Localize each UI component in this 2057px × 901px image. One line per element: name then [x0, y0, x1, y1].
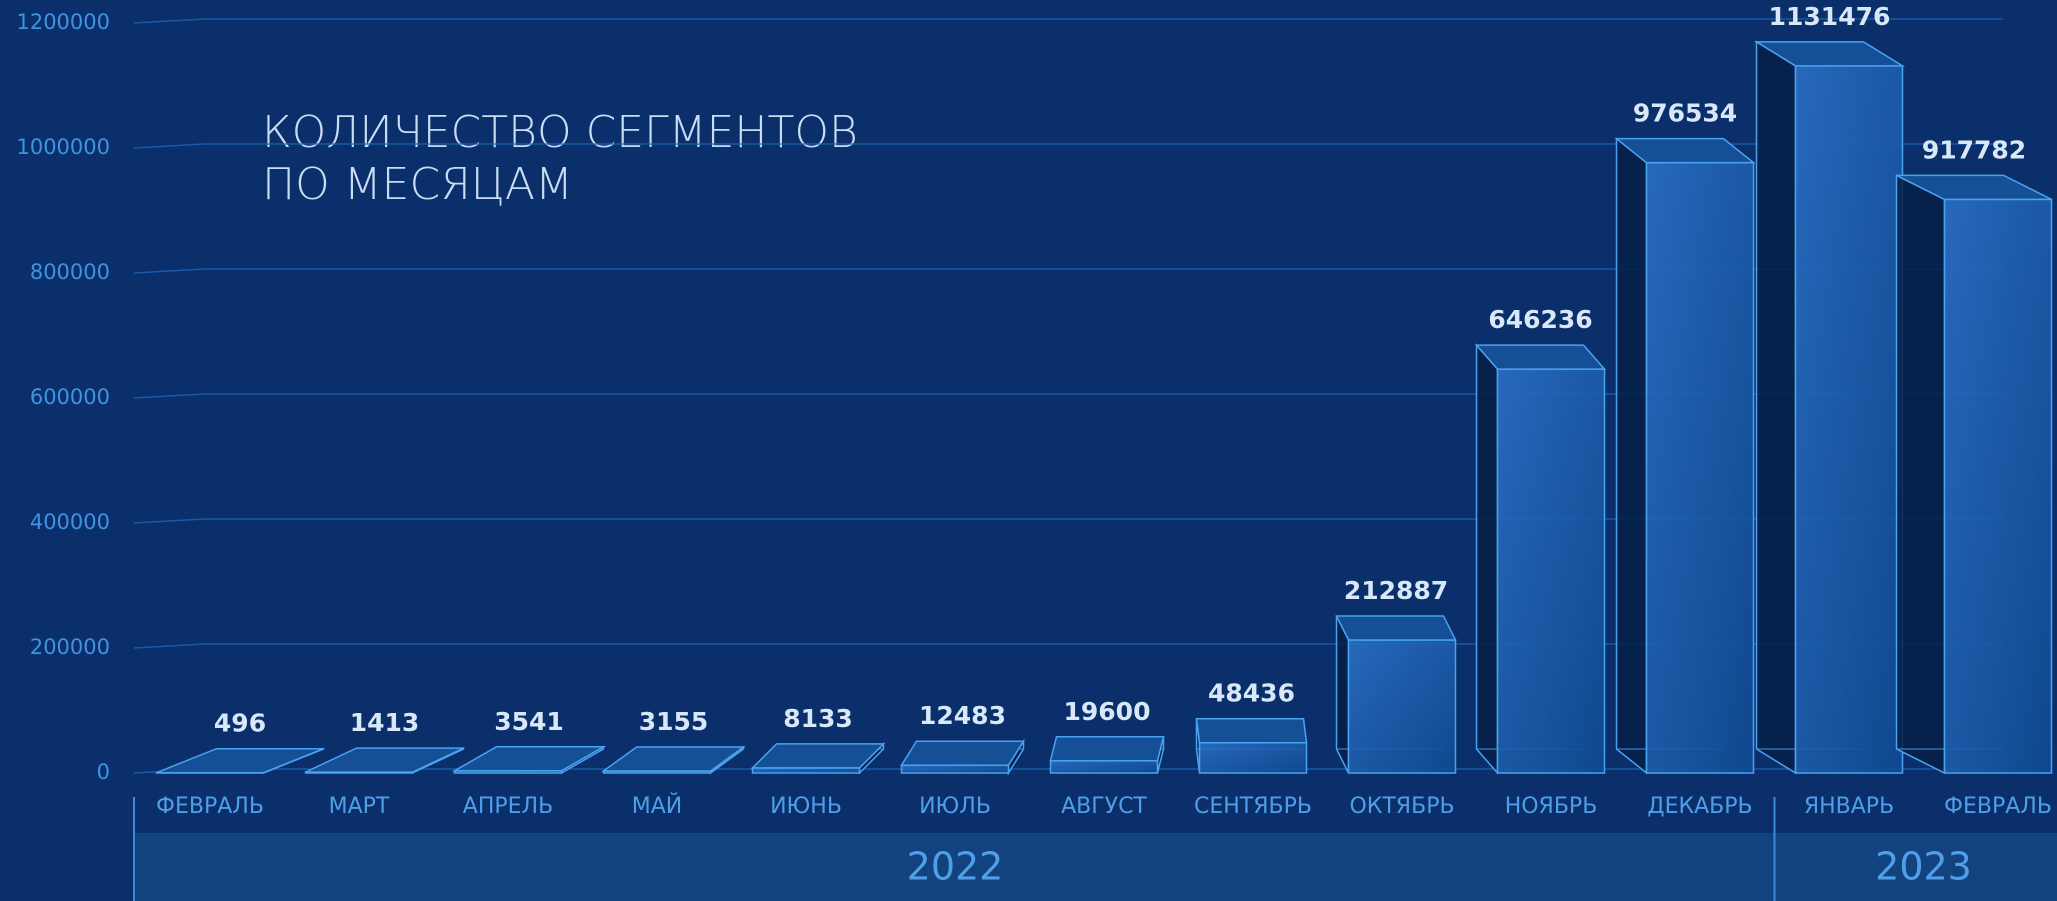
value-label: 19600 [1064, 697, 1151, 726]
bar-top [305, 747, 464, 773]
bar-top [1195, 717, 1308, 744]
bar-side [1475, 343, 1499, 775]
bar [1195, 717, 1308, 774]
value-label: 12483 [919, 701, 1006, 730]
x-tick-label: СЕНТЯБРЬ [1194, 794, 1312, 819]
bar-top [1049, 736, 1165, 762]
bar-top [601, 746, 746, 772]
x-tick-label: ОКТЯБРЬ [1349, 794, 1454, 819]
bar-front [1049, 760, 1159, 774]
bar-front [1943, 198, 2053, 774]
value-label: 1413 [350, 708, 420, 737]
x-tick-label: ИЮНЬ [770, 794, 842, 819]
grid-line [133, 143, 2003, 149]
x-tick-label: МАРТ [329, 794, 390, 819]
grid-line [133, 393, 2003, 399]
grid-line [133, 268, 2003, 274]
bar-top [451, 746, 607, 772]
x-tick-label: ИЮЛЬ [919, 794, 991, 819]
value-label: 496 [214, 709, 266, 738]
y-tick-label: 1000000 [16, 135, 110, 159]
bar-top [1753, 41, 1906, 67]
value-label: 212887 [1344, 576, 1448, 605]
y-tick-label: 200000 [30, 635, 110, 659]
bar [1049, 736, 1165, 774]
grid-line [133, 18, 2003, 24]
bar [451, 745, 607, 775]
value-label: 3541 [494, 707, 564, 736]
bar-top [1614, 137, 1756, 164]
grid-line [133, 518, 2003, 524]
bar [1335, 615, 1457, 774]
bar [1753, 40, 1906, 775]
group-label: 2023 [1875, 845, 1972, 889]
chart-title: ПО МЕСЯЦАМ [262, 159, 573, 210]
x-tick-label: МАЙ [632, 793, 683, 819]
value-label: 976534 [1633, 99, 1737, 128]
bar-front [751, 767, 861, 774]
value-label: 1131476 [1769, 2, 1891, 31]
chart-title: КОЛИЧЕСТВО СЕГМЕНТОВ [262, 107, 858, 158]
bar-top [1474, 344, 1607, 370]
y-tick-label: 1200000 [16, 10, 110, 34]
x-tick-label: ФЕВРАЛЬ [156, 794, 264, 819]
bar [750, 742, 886, 775]
bar-top [900, 740, 1025, 766]
bar-top [750, 743, 886, 769]
value-label: 646236 [1488, 305, 1592, 334]
y-tick-label: 600000 [30, 385, 110, 409]
x-tick-label: ЯНВАРЬ [1804, 794, 1894, 819]
bar-top [1896, 174, 2052, 201]
x-tick-label: НОЯБРЬ [1505, 794, 1598, 819]
bar-side [1895, 174, 1946, 775]
x-tick-label: ФЕВРАЛЬ [1944, 794, 2052, 819]
bar-top [156, 747, 324, 774]
value-label: 48436 [1208, 679, 1295, 708]
x-tick-label: АПРЕЛЬ [463, 794, 553, 819]
bar-side [1755, 40, 1797, 775]
bar-top [1335, 615, 1457, 641]
bar [1895, 174, 2053, 775]
value-label: 917782 [1922, 135, 2026, 164]
bar-front [1347, 639, 1457, 774]
bar [601, 745, 746, 775]
bar [1474, 343, 1607, 775]
bar-front [1198, 741, 1308, 774]
bar-front [1794, 65, 1904, 774]
bar-side [1615, 137, 1648, 775]
y-tick-label: 800000 [30, 260, 110, 284]
bar-front [1645, 161, 1755, 774]
bar [900, 738, 1025, 776]
bar [155, 747, 325, 775]
value-label: 3155 [639, 707, 709, 736]
bar-front [1496, 368, 1606, 774]
group-band [134, 833, 2057, 901]
y-tick-label: 0 [97, 760, 110, 784]
bar [1614, 137, 1756, 775]
y-tick-label: 400000 [30, 510, 110, 534]
value-label: 8133 [783, 704, 853, 733]
bar [304, 746, 465, 775]
x-tick-label: ДЕКАБРЬ [1647, 794, 1752, 819]
bar-front [900, 764, 1010, 774]
group-label: 2022 [907, 845, 1004, 889]
x-tick-label: АВГУСТ [1061, 794, 1147, 819]
